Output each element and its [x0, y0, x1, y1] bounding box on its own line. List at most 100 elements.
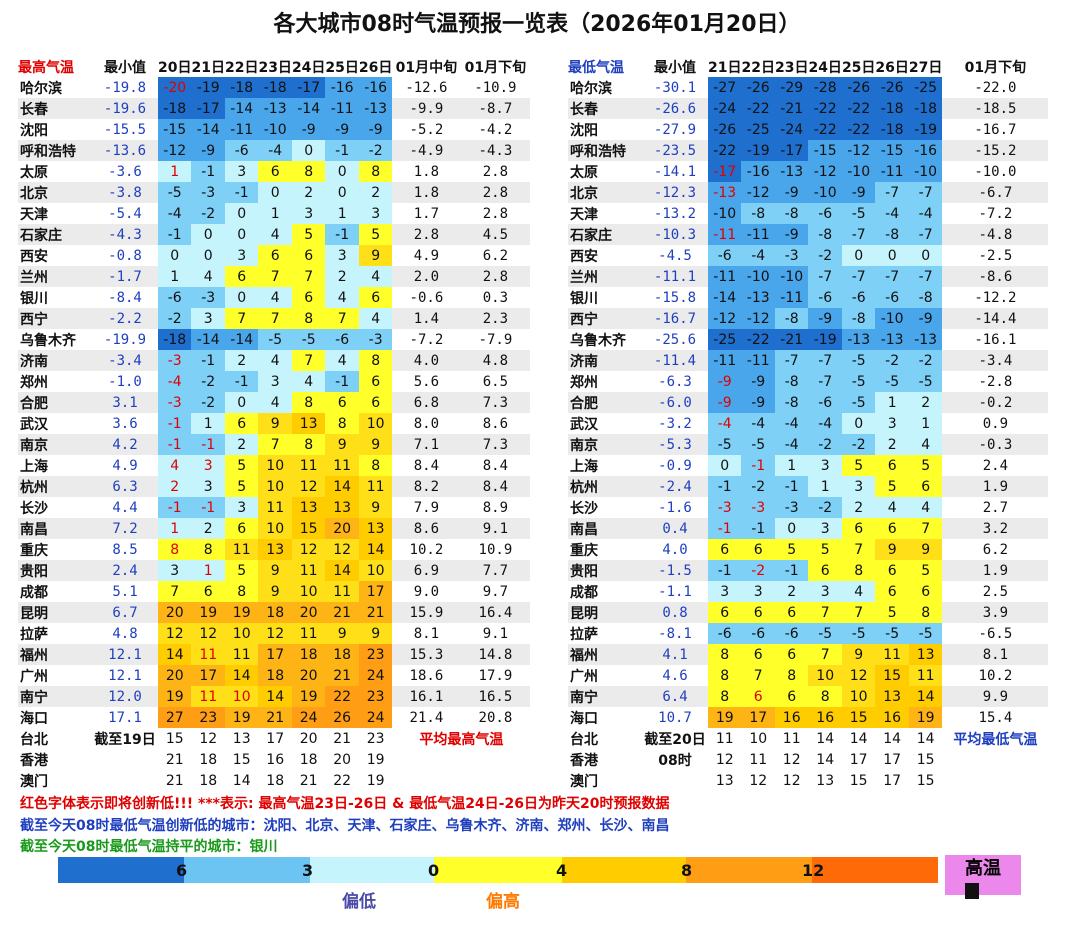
average-value: -3.4 — [942, 350, 1049, 371]
forecast-cell: 0 — [875, 245, 909, 266]
extra-cell — [92, 770, 158, 791]
min-value: 12.0 — [92, 686, 158, 707]
table-row: 西宁 -2.2 -2 3 7 7 8 7 4 1.4 2.3 — [18, 308, 531, 329]
forecast-cell: 4 — [908, 497, 943, 518]
min-value: -26.6 — [642, 98, 708, 119]
forecast-cell: 13 — [325, 497, 359, 518]
forecast-cell: 7 — [325, 308, 359, 329]
forecast-cell: 7 — [224, 308, 259, 329]
forecast-cell: 4 — [325, 350, 359, 371]
extra-cell — [942, 749, 1048, 770]
forecast-cell: 3 — [808, 518, 842, 539]
average-value: 7.3 — [460, 392, 531, 413]
table-row: 太原 -14.1 -17 -16 -13 -12 -10 -11 -10 -10.0 — [568, 161, 1048, 182]
forecast-cell: 14 — [258, 686, 292, 707]
forecast-cell: -4 — [258, 140, 292, 161]
forecast-cell: 2 — [224, 434, 259, 455]
city-name: 济南 — [568, 350, 642, 371]
table-row: 沈阳 -15.5 -15 -14 -11 -10 -9 -9 -9 -5.2 -4.2 — [18, 119, 530, 140]
forecast-cell: -9 — [841, 182, 876, 203]
city-name: 广州 — [20, 668, 48, 685]
forecast-cell: -3 — [774, 497, 809, 518]
high-caption: 偏高 — [486, 892, 520, 912]
average-value: 14.8 — [460, 644, 531, 665]
city-name: 天津 — [20, 206, 48, 223]
forecast-cell: 11 — [875, 644, 909, 665]
average-value: 1.8 — [392, 182, 461, 203]
forecast-cell: 6 — [741, 644, 775, 665]
forecast-cell: -22 — [808, 98, 842, 119]
forecast-cell: 1 — [158, 161, 192, 182]
forecast-cell: -1 — [708, 518, 742, 539]
min-value: -6.0 — [642, 392, 708, 413]
extra-cell: 17 — [266, 730, 285, 747]
forecast-cell: 19 — [291, 686, 326, 707]
forecast-cell: 26 — [325, 707, 359, 728]
forecast-cell: 6 — [291, 245, 326, 266]
forecast-cell: 24 — [291, 707, 326, 728]
forecast-cell: -13 — [708, 182, 742, 203]
forecast-cell: 11 — [358, 476, 393, 497]
forecast-cell: 9 — [358, 245, 393, 266]
forecast-cell: 19 — [908, 707, 943, 728]
forecast-cell: 6 — [741, 539, 775, 560]
forecast-cell: 11 — [224, 539, 259, 560]
forecast-cell: -24 — [774, 119, 809, 140]
forecast-cell: 0 — [908, 245, 943, 266]
forecast-cell: -11 — [774, 287, 809, 308]
average-value: -5.2 — [409, 121, 444, 138]
average-value: -16.7 — [974, 121, 1017, 138]
forecast-cell: 13 — [291, 413, 326, 434]
city-name: 西宁 — [568, 308, 642, 329]
table-row: 成都 -1.1 3 3 2 3 4 6 6 2.5 — [568, 581, 1048, 602]
forecast-cell: 21 — [325, 602, 359, 623]
forecast-cell: -5 — [841, 203, 876, 224]
city-name: 哈尔滨 — [20, 80, 62, 97]
forecast-cell: 0 — [158, 245, 192, 266]
forecast-cell: 5 — [291, 224, 326, 245]
forecast-cell: -10 — [808, 182, 842, 203]
forecast-cell: -7 — [875, 182, 909, 203]
min-value: 10.7 — [658, 709, 692, 726]
forecast-cell: -4 — [741, 413, 775, 434]
city-name: 重庆 — [20, 542, 48, 559]
scale-label: 4 — [556, 861, 568, 880]
forecast-cell: 2 — [358, 182, 393, 203]
city-name: 呼和浩特 — [18, 140, 92, 161]
extra-cell: 23 — [366, 730, 385, 747]
forecast-cell: -13 — [741, 287, 775, 308]
city-name: 沈阳 — [20, 122, 48, 139]
hot-legend-box: 高温 — [945, 855, 1021, 899]
average-value: 18.6 — [409, 667, 444, 684]
column-header: 24日 — [291, 59, 326, 76]
column-header: 24日 — [808, 59, 842, 76]
average-value: 2.4 — [982, 457, 1009, 474]
table-row: 海口 10.7 19 17 16 16 15 16 19 15.4 — [568, 707, 1048, 728]
extra-cell: 18 — [199, 772, 218, 789]
forecast-cell: -13 — [358, 98, 393, 119]
table-row: 兰州 -11.1 -11 -10 -10 -7 -7 -7 -7 -8.6 — [568, 266, 1049, 287]
forecast-cell: 8 — [708, 665, 742, 686]
table-row: 郑州 -6.3 -9 -9 -8 -7 -5 -5 -5 -2.8 — [568, 371, 1048, 392]
forecast-cell: -5 — [841, 392, 876, 413]
forecast-cell: 11 — [191, 644, 225, 665]
forecast-cell: -5 — [908, 371, 943, 392]
average-value: 1.4 — [392, 308, 461, 329]
extra-cell: 19 — [366, 751, 385, 768]
extra-cell: 14 — [816, 730, 835, 747]
forecast-cell: -7 — [808, 266, 842, 287]
forecast-cell: -13 — [841, 329, 876, 350]
forecast-cell: 3 — [325, 245, 359, 266]
average-value: 15.3 — [392, 644, 461, 665]
city-name: 哈尔滨 — [570, 80, 612, 97]
forecast-cell: -26 — [875, 77, 909, 98]
forecast-cell: 27 — [158, 707, 192, 728]
forecast-cell: 3 — [224, 245, 259, 266]
forecast-cell: -4 — [774, 434, 809, 455]
forecast-cell: -10 — [258, 119, 292, 140]
forecast-cell: -22 — [841, 119, 876, 140]
forecast-cell: 12 — [158, 623, 192, 644]
forecast-cell: 17 — [358, 581, 393, 602]
average-value: -4.9 — [392, 140, 461, 161]
table-row: 哈尔滨 -30.1 -27 -26 -29 -28 -26 -26 -25 -22.0 — [568, 77, 1048, 98]
